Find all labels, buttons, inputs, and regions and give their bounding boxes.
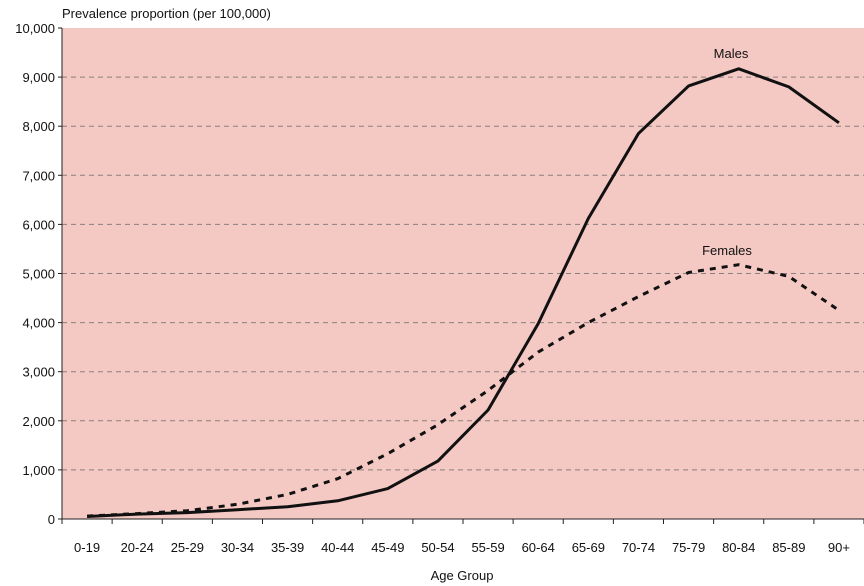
y-tick-label: 10,000 bbox=[15, 21, 55, 36]
series-label-males: Males bbox=[714, 46, 749, 61]
x-tick-label: 85-89 bbox=[772, 540, 805, 555]
x-tick-label: 45-49 bbox=[371, 540, 404, 555]
series-line-females bbox=[87, 263, 840, 518]
y-tick-label: 0 bbox=[48, 512, 55, 527]
gridlines bbox=[62, 76, 864, 471]
x-axis-ticks: 0-19 20-24 25-29 30-34 35-39 40-44 45-49 50-54 5… bbox=[61, 519, 864, 555]
x-tick-label: 35-39 bbox=[271, 540, 304, 555]
x-tick-label: 75-79 bbox=[672, 540, 705, 555]
x-axis-title: Age Group bbox=[431, 568, 494, 583]
y-tick-label: 6,000 bbox=[22, 217, 55, 232]
x-tick-label: 80-84 bbox=[722, 540, 755, 555]
x-tick-label: 50-54 bbox=[421, 540, 454, 555]
x-tick-label: 70-74 bbox=[622, 540, 655, 555]
x-tick-label: 55-59 bbox=[471, 540, 504, 555]
y-tick-label: 5,000 bbox=[22, 267, 55, 282]
y-tick-label: 8,000 bbox=[22, 119, 55, 134]
x-tick-label: 25-29 bbox=[171, 540, 204, 555]
series-label-females: Females bbox=[702, 243, 752, 258]
x-tick-label: 90+ bbox=[828, 540, 850, 555]
x-tick-label: 65-69 bbox=[572, 540, 605, 555]
x-tick-label: 0-19 bbox=[74, 540, 100, 555]
y-tick-label: 2,000 bbox=[22, 414, 55, 429]
y-tick-label: 3,000 bbox=[22, 365, 55, 380]
y-axis-title: Prevalence proportion (per 100,000) bbox=[62, 6, 271, 21]
y-tick-label: 9,000 bbox=[22, 70, 55, 85]
x-tick-label: 30-34 bbox=[221, 540, 254, 555]
x-tick-label: 20-24 bbox=[121, 540, 154, 555]
y-tick-label: 4,000 bbox=[22, 316, 55, 331]
y-tick-label: 1,000 bbox=[22, 463, 55, 478]
series-line-males bbox=[87, 67, 840, 518]
y-axis-ticks: 0 1,000 2,000 3,000 4,000 5,000 6,000 7,000 8,00… bbox=[15, 21, 62, 527]
series-lines bbox=[87, 67, 840, 518]
x-tick-label: 40-44 bbox=[321, 540, 354, 555]
y-tick-label: 7,000 bbox=[22, 168, 55, 183]
x-tick-label: 60-64 bbox=[522, 540, 555, 555]
